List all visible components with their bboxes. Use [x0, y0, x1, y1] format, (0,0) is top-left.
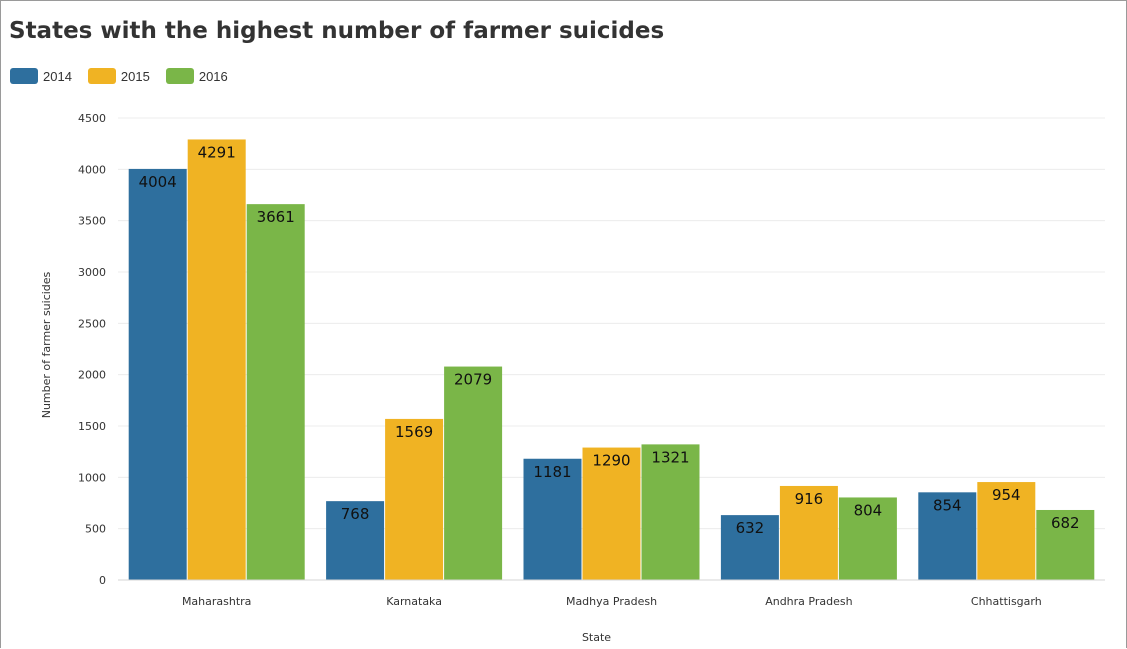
- data-label-andhra-pradesh-2016: 804: [854, 501, 883, 519]
- chart-legend: 2014 2015 2016: [10, 68, 244, 84]
- x-tick-label-madhya-pradesh: Madhya Pradesh: [566, 595, 657, 608]
- legend-item-2015[interactable]: 2015: [87, 68, 150, 84]
- data-label-andhra-pradesh-2015: 916: [795, 490, 824, 508]
- legend-swatch-2014: [10, 68, 38, 84]
- legend-swatch-2016: [165, 68, 194, 84]
- bar-maharashtra-2015: [187, 139, 246, 580]
- bar-chhattisgarh-2015: [977, 482, 1036, 580]
- bar-madhya-pradesh-2014: [523, 458, 582, 580]
- chart-title: States with the highest number of farmer…: [9, 18, 665, 44]
- bar-maharashtra-2016: [246, 204, 305, 580]
- bar-karnataka-2014: [326, 501, 385, 580]
- data-label-maharashtra-2014: 4004: [139, 173, 177, 191]
- x-tick-label-karnataka: Karnataka: [386, 595, 442, 608]
- bar-madhya-pradesh-2016: [641, 444, 700, 580]
- bar-maharashtra-2014: [128, 168, 187, 580]
- axes: 0 500 1000 1500 2000 2500 3000 3500 4000 4500 Maha…: [78, 112, 1105, 608]
- data-label-karnataka-2015: 1569: [395, 423, 433, 441]
- y-tick-label-4500: 4500: [78, 112, 106, 125]
- data-label-maharashtra-2015: 4291: [198, 143, 236, 161]
- x-tick-label-maharashtra: Maharashtra: [182, 595, 252, 608]
- legend-label-2015: 2015: [120, 68, 150, 84]
- data-label-andhra-pradesh-2014: 632: [736, 519, 765, 537]
- bar-madhya-pradesh-2015: [582, 447, 641, 580]
- x-axis-title: State: [582, 631, 611, 644]
- y-tick-label-500: 500: [85, 523, 106, 536]
- bar-andhra-pradesh-2014: [720, 515, 779, 580]
- bar-karnataka-2016: [444, 366, 503, 580]
- bar-andhra-pradesh-2016: [838, 497, 897, 580]
- y-tick-label-4000: 4000: [78, 163, 106, 176]
- bar-chhattisgarh-2016: [1036, 509, 1095, 580]
- y-tick-label-3500: 3500: [78, 215, 106, 228]
- x-tick-label-chhattisgarh: Chhattisgarh: [971, 595, 1042, 608]
- bars: 4004 4291 3661 768 1569 2079 1181 1290 1321 632 91…: [128, 139, 1095, 580]
- data-label-karnataka-2014: 768: [341, 505, 370, 523]
- y-tick-label-1000: 1000: [78, 471, 106, 484]
- bar-chhattisgarh-2014: [918, 492, 977, 580]
- data-label-madhya-pradesh-2014: 1181: [533, 463, 571, 481]
- y-tick-label-3000: 3000: [78, 266, 106, 279]
- bar-andhra-pradesh-2015: [779, 485, 838, 580]
- y-tick-label-1500: 1500: [78, 420, 106, 433]
- data-label-chhattisgarh-2016: 682: [1051, 514, 1080, 532]
- x-tick-label-andhra-pradesh: Andhra Pradesh: [765, 595, 852, 608]
- data-label-chhattisgarh-2015: 954: [992, 486, 1021, 504]
- legend-item-2016[interactable]: 2016: [165, 68, 228, 84]
- y-tick-label-0: 0: [99, 574, 106, 587]
- bar-karnataka-2015: [385, 418, 444, 580]
- data-label-karnataka-2016: 2079: [454, 371, 492, 389]
- data-label-chhattisgarh-2014: 854: [933, 496, 962, 514]
- data-label-madhya-pradesh-2016: 1321: [651, 448, 689, 466]
- legend-label-2016: 2016: [198, 68, 228, 84]
- legend-label-2014: 2014: [43, 68, 72, 84]
- data-label-maharashtra-2016: 3661: [257, 208, 295, 226]
- y-tick-label-2000: 2000: [78, 369, 106, 382]
- data-label-madhya-pradesh-2015: 1290: [592, 452, 630, 470]
- legend-swatch-2015: [87, 68, 116, 84]
- legend-item-2014[interactable]: 2014: [10, 68, 72, 84]
- y-axis-title: Number of farmer suicides: [40, 271, 53, 418]
- y-tick-label-2500: 2500: [78, 317, 106, 330]
